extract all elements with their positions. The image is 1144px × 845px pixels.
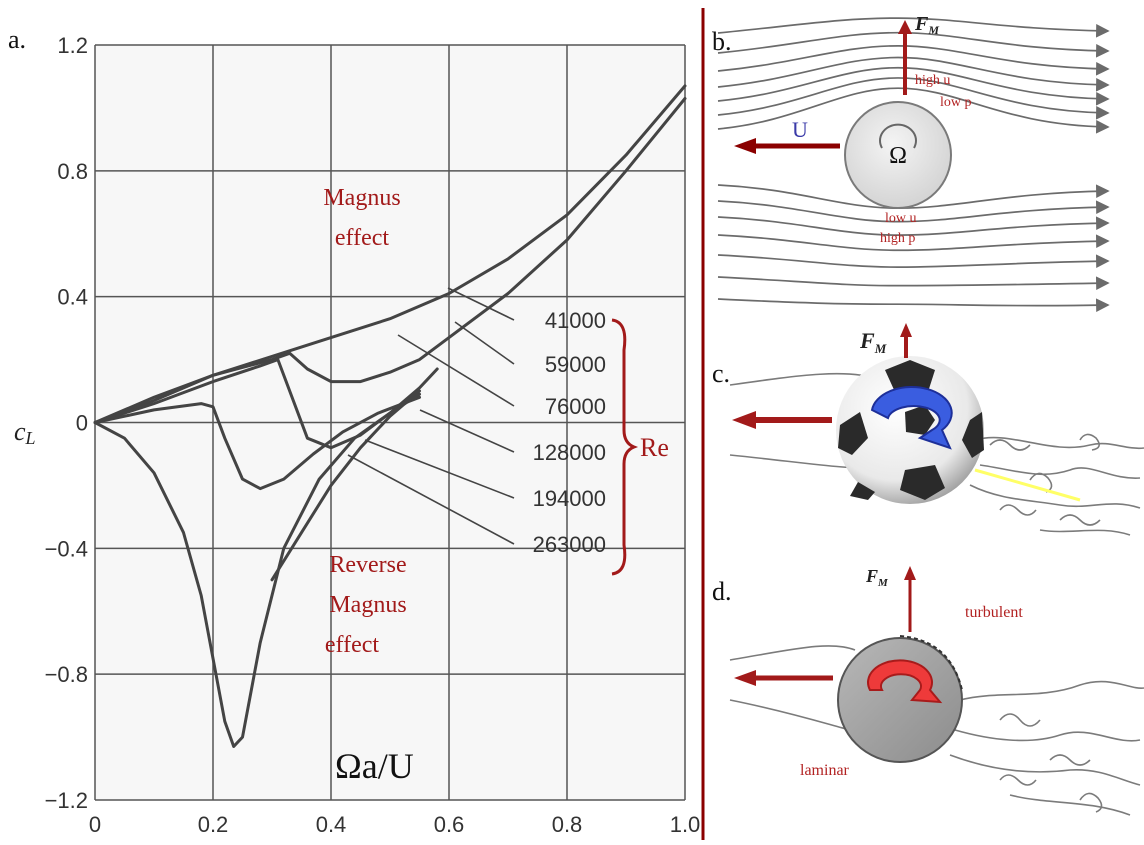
reverse-annotation-line1: Reverse [329, 552, 406, 578]
leader-line-59000 [454, 321, 515, 365]
streamline-5 [717, 77, 1110, 120]
magnus-force-arrowhead-c [900, 323, 912, 337]
re-label-76000: 76000 [545, 394, 606, 419]
velocity-arrowhead-b [734, 138, 756, 154]
velocity-arrowhead-d [734, 670, 756, 686]
x-tick-label: 0.2 [198, 812, 229, 837]
wake-streamlines-c [729, 372, 1144, 536]
reverse-annotation-line3: effect [325, 632, 380, 658]
leader-line-194000 [364, 439, 515, 499]
series-line-263000 [270, 389, 421, 582]
bottom-text-high-p: high p [880, 231, 915, 246]
magnus-force-arrowhead-d [904, 566, 916, 580]
turbulent-boundary [899, 635, 963, 691]
panel-d-label: d. [712, 577, 732, 606]
panel-c-soccer-ball: c. FM [712, 323, 1144, 536]
series-line-194000 [93, 392, 421, 748]
x-tick-labels: 0 0.2 0.4 0.6 0.8 1.0 [89, 812, 700, 837]
sphere-d [837, 637, 963, 763]
yellow-wake-mark [974, 468, 1081, 502]
ball-patches [838, 360, 984, 500]
velocity-arrowhead-c [732, 411, 756, 429]
omega-label: Ω [889, 143, 907, 169]
y-tick-label: −0.4 [45, 536, 88, 561]
y-tick-label: 0.4 [57, 285, 88, 310]
panel-b-label: b. [712, 27, 732, 56]
streamline-8 [717, 200, 1110, 223]
panel-d-boundary-layer: d. FM turbulent laminar [712, 566, 1144, 816]
streamline-9 [717, 216, 1110, 236]
lift-coefficient-chart: 0 0.2 0.4 0.6 0.8 1.0 1.20.80.40−0.4−0.8−1.2 … [8, 25, 700, 837]
chart-grid [94, 44, 686, 801]
magnus-force-arrowhead-b [898, 20, 912, 34]
y-tick-label: 1.2 [57, 33, 88, 58]
leader-line-76000 [397, 334, 515, 407]
x-tick-label: 0 [89, 812, 101, 837]
x-tick-label: 0.4 [316, 812, 347, 837]
y-axis-label: cL [14, 417, 36, 448]
x-tick-label: 1.0 [670, 812, 701, 837]
re-label-41000: 41000 [545, 308, 606, 333]
series-line-59000 [93, 97, 687, 424]
panel-b-streamlines: b. Ω FM high u low p low u high p U [712, 13, 1110, 313]
streamline-13 [717, 298, 1110, 313]
red-spin-arrow [867, 659, 943, 704]
panel-a-label: a. [8, 25, 26, 54]
series-line-128000 [93, 395, 421, 491]
laminar-label: laminar [800, 762, 850, 779]
force-label-d: FM [865, 566, 889, 589]
y-tick-labels: 1.2 0.8 0.4 0 −0.4 −0.8 −1.2 [45, 33, 88, 813]
top-text-high-u: high u [915, 73, 950, 88]
re-brace [611, 318, 639, 576]
leader-line-41000 [447, 287, 515, 321]
blue-spin-arrow [870, 386, 953, 450]
streamline-10 [717, 234, 1110, 252]
magnus-annotation-line1: Magnus [323, 185, 400, 211]
re-label-59000: 59000 [545, 352, 606, 377]
streamline-0 [717, 17, 1110, 38]
turbulent-label: turbulent [965, 604, 1023, 621]
panel-c-label: c. [712, 359, 730, 388]
cylinder-b [844, 101, 952, 209]
force-label-c: FM [859, 328, 887, 356]
magnus-annotation-line2: effect [335, 225, 390, 251]
streamline-4 [717, 66, 1110, 106]
leader-line-263000 [347, 454, 515, 545]
y-tick-label: 0.8 [57, 159, 88, 184]
re-label-263000: 263000 [533, 532, 606, 557]
streamline-12 [717, 276, 1110, 291]
re-label-128000: 128000 [533, 440, 606, 465]
x-tick-label: 0.6 [434, 812, 465, 837]
streamline-3 [717, 56, 1110, 92]
top-text-low-p: low p [940, 95, 972, 110]
y-tick-label: 0 [76, 411, 88, 436]
re-label-194000: 194000 [533, 486, 606, 511]
y-tick-label: −1.2 [45, 788, 88, 813]
streamline-1 [717, 31, 1110, 58]
reverse-annotation-line2: Magnus [329, 592, 406, 618]
streamline-2 [717, 44, 1110, 76]
leader-line-128000 [419, 409, 515, 453]
x-axis-label: Ωa/U [335, 746, 414, 786]
re-series-labels: 41000 59000 76000 128000 194000 263000 [347, 287, 606, 557]
streamline-group [717, 17, 1110, 313]
x-tick-label: 0.8 [552, 812, 583, 837]
streamline-11 [717, 254, 1110, 269]
force-label-b: FM [914, 13, 939, 37]
velocity-label: U [792, 117, 808, 142]
chart-curves [93, 84, 687, 748]
streamline-6 [717, 87, 1110, 134]
re-brace-label: Re [640, 433, 669, 462]
rotation-arc-b [879, 123, 917, 149]
wake-streamlines-d [729, 645, 1144, 816]
bottom-text-low-u: low u [885, 211, 917, 226]
y-tick-label: −0.8 [45, 662, 88, 687]
